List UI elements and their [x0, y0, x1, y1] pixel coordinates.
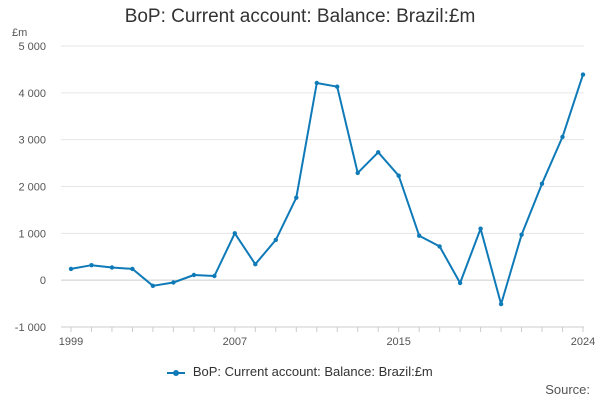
series-line	[70, 74, 584, 306]
data-point	[314, 80, 319, 86]
x-tick-label: 2015	[386, 336, 410, 348]
data-point	[212, 273, 217, 279]
y-tick-label: 4 000	[18, 88, 46, 100]
data-point	[539, 181, 545, 186]
data-point	[437, 244, 442, 249]
x-tick-label: 1999	[59, 336, 83, 348]
data-point	[68, 266, 74, 272]
data-point	[457, 280, 463, 286]
legend[interactable]: BoP: Current account: Balance: Brazil:£m	[0, 364, 600, 379]
data-point	[150, 283, 156, 288]
y-tick-label: 1 000	[18, 228, 46, 240]
x-tick-label: 2007	[223, 336, 247, 348]
data-point	[560, 134, 565, 140]
legend-line-marker-icon	[167, 368, 186, 378]
y-tick-label: 0	[40, 275, 46, 287]
data-point	[171, 280, 176, 285]
data-point	[294, 195, 299, 200]
y-unit-label: £m	[12, 27, 27, 39]
data-point	[376, 150, 381, 155]
data-point	[478, 226, 483, 231]
y-tick-label: 2 000	[18, 182, 46, 194]
data-point	[498, 301, 504, 307]
data-point	[191, 272, 197, 278]
data-point	[232, 231, 237, 236]
data-point	[335, 84, 340, 89]
data-point	[355, 170, 360, 176]
y-tick-label: 5 000	[18, 41, 46, 53]
data-point	[273, 237, 278, 243]
data-point	[130, 266, 135, 272]
data-point	[396, 173, 401, 178]
data-point	[253, 262, 258, 267]
chart-title: BoP: Current account: Balance: Brazil:£m	[124, 6, 476, 27]
legend-label: BoP: Current account: Balance: Brazil:£m	[192, 364, 433, 379]
data-point	[417, 233, 422, 238]
source-label: Source:	[545, 382, 590, 397]
data-point	[580, 72, 586, 77]
x-tick-label: 2024	[571, 336, 595, 348]
data-point	[89, 263, 94, 268]
data-point	[109, 265, 115, 270]
y-tick-label: 3 000	[18, 135, 46, 147]
y-tick-label: -1 000	[15, 322, 46, 334]
data-point	[519, 232, 524, 237]
